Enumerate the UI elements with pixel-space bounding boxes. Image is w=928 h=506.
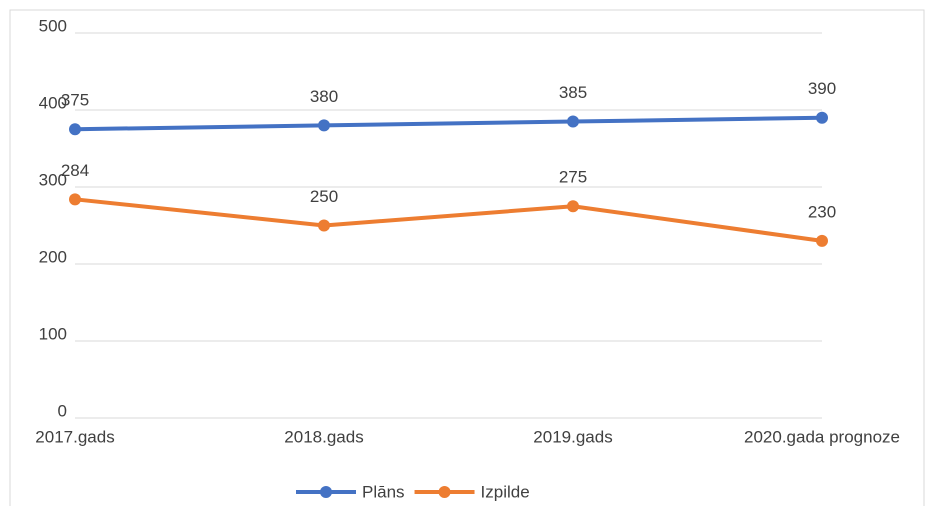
point: [318, 219, 330, 232]
y-tick-label: 400: [39, 93, 67, 112]
x-tick-label: 2017.gads: [35, 427, 114, 446]
data-label: 284: [61, 161, 89, 180]
data-label: 230: [808, 202, 836, 221]
chart-border: [9, 9, 925, 506]
line: [74, 115, 823, 132]
data-label: 390: [808, 79, 836, 98]
y-tick-label: 0: [58, 401, 67, 420]
legend-marker: [438, 486, 451, 498]
line: [74, 197, 823, 243]
data-label: 275: [559, 168, 587, 187]
point: [816, 234, 828, 247]
y-tick-label: 200: [39, 247, 67, 266]
legend-label: Izpilde: [481, 482, 530, 501]
y-tick-label: 100: [39, 324, 67, 343]
data-label: 385: [559, 83, 587, 102]
legend-label: Plāns: [362, 482, 405, 501]
x-tick-label: 2018.gads: [284, 427, 363, 446]
y-tick-label: 500: [39, 16, 67, 35]
data-label: 380: [310, 87, 338, 106]
legend-marker: [320, 486, 332, 498]
data-label: 375: [61, 91, 89, 110]
x-tick-label: 2019.gads: [533, 427, 612, 446]
point: [567, 115, 579, 128]
x-tick-label: 2020.gada prognoze: [744, 427, 900, 446]
point: [816, 111, 828, 124]
point: [69, 123, 81, 136]
y-tick-label: 300: [39, 170, 67, 189]
point: [318, 119, 330, 132]
point: [69, 193, 81, 206]
data-label: 250: [310, 187, 338, 206]
point: [567, 200, 579, 213]
